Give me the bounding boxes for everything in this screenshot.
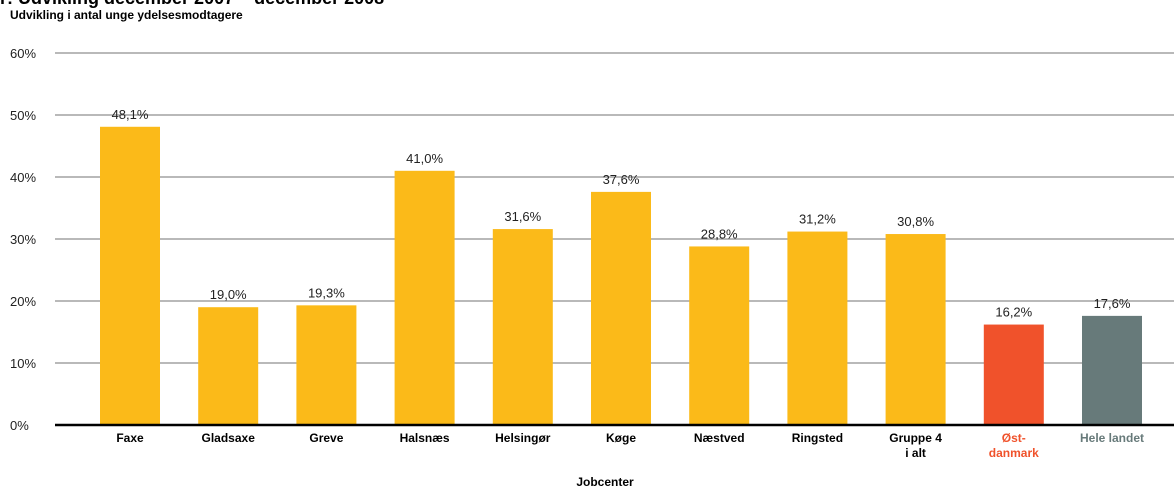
y-tick-label: 20% [10,294,36,309]
data-label: 16,2% [995,305,1032,320]
data-label: 19,3% [308,285,345,300]
bar [689,246,750,425]
data-label: 48,1% [112,107,149,122]
x-axis-title: Jobcenter [576,475,634,488]
bar [885,234,946,425]
chart-title: r: Udvikling december 2007 – december 20… [0,0,384,9]
bar [983,324,1044,425]
bar [394,170,455,425]
y-tick-label: 40% [10,170,36,185]
x-tick-label: Ringsted [792,431,843,445]
x-tick-label: Helsingør [495,431,551,445]
x-tick-label: Halsnæs [400,431,450,445]
x-tick-label: Hele landet [1080,431,1144,445]
x-tick-label: Faxe [116,431,144,445]
data-label: 31,2% [799,212,836,227]
bar [100,126,160,425]
x-tick-label: Greve [309,431,343,445]
bar [591,191,651,425]
y-tick-label: 30% [10,232,36,247]
data-label: 19,0% [210,287,247,302]
x-tick-label: Gladsaxe [202,431,256,445]
x-tick-label: Gruppe 4 [889,431,942,445]
bar [1082,315,1142,425]
y-tick-label: 50% [10,108,36,123]
x-tick-label: i alt [905,446,926,460]
data-label: 17,6% [1094,296,1131,311]
y-tick-label: 60% [10,46,36,61]
chart-subtitle: Udvikling i antal unge ydelsesmodtagere [10,8,243,22]
data-label: 28,8% [701,226,738,241]
x-tick-label: Køge [606,431,636,445]
data-label: 37,6% [603,172,640,187]
y-tick-label: 10% [10,356,36,371]
bar [198,307,259,425]
data-label: 31,6% [504,209,541,224]
bar [492,229,553,425]
x-tick-label: Øst- [1002,431,1026,445]
x-tick-label: danmark [989,446,1039,460]
data-label: 30,8% [897,214,934,229]
x-tick-label: Næstved [694,431,745,445]
data-label: 41,0% [406,151,443,166]
bar [787,231,848,425]
y-tick-label: 0% [10,418,29,433]
bar [296,305,357,425]
